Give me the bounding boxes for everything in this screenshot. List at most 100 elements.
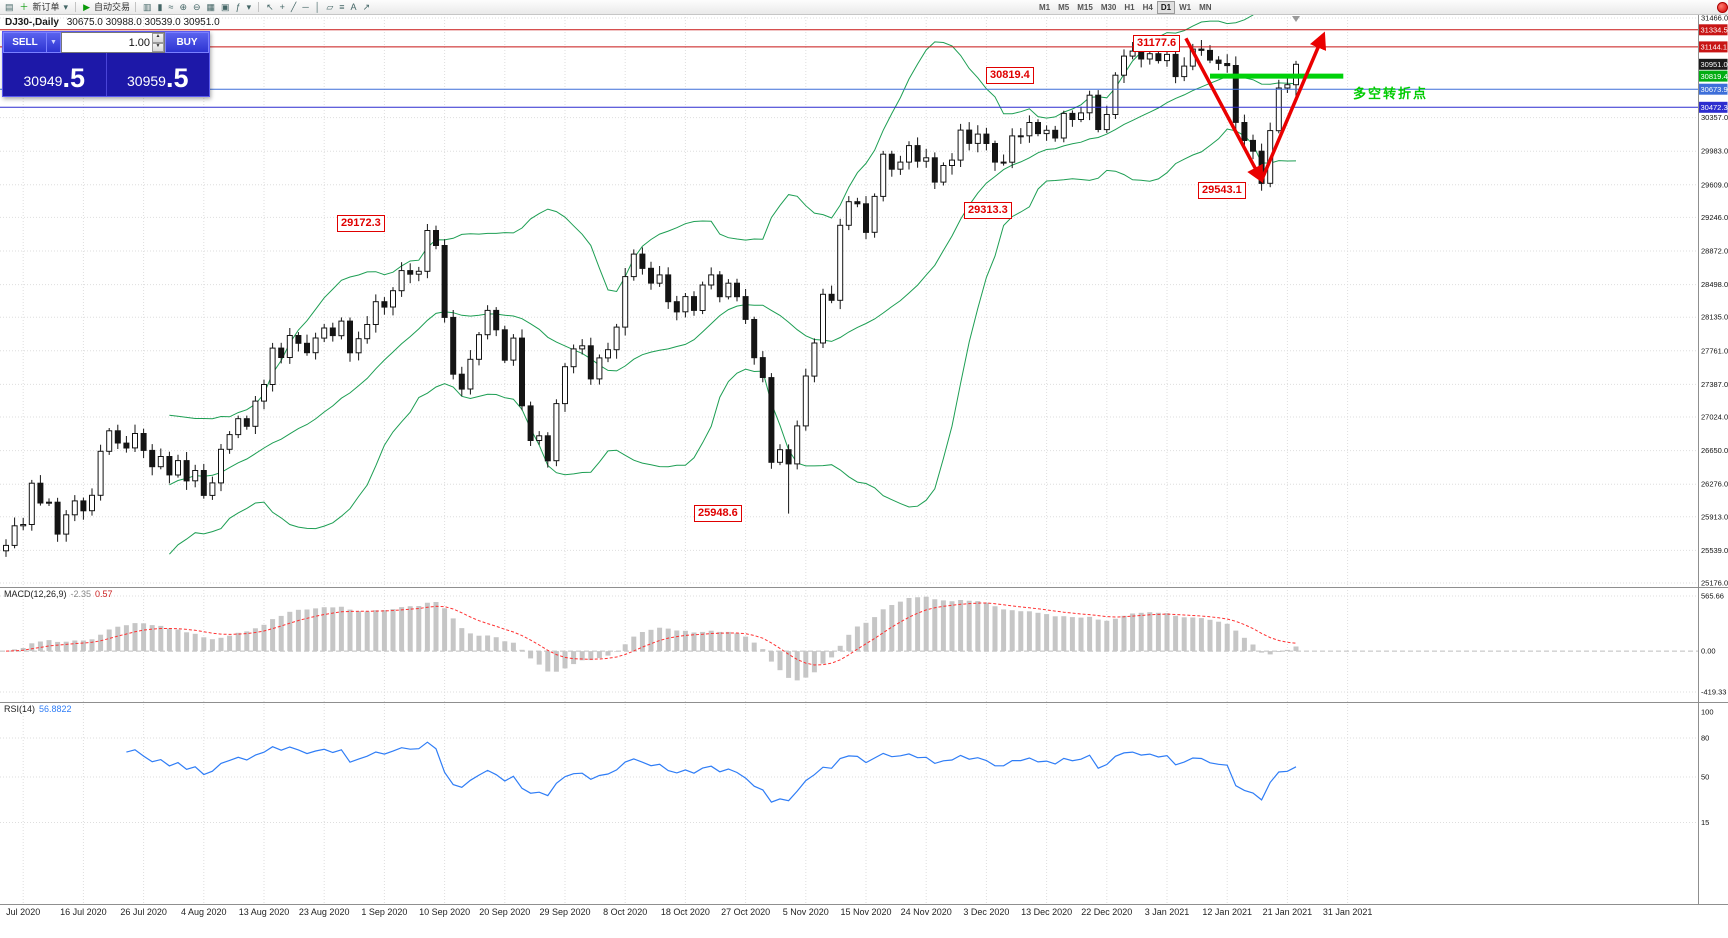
buy-price-display: 30959 .5	[107, 53, 210, 96]
svg-text:31144.1: 31144.1	[1701, 43, 1728, 52]
sell-price-display: 30949 .5	[3, 53, 106, 96]
rsi-name: RSI(14)	[4, 704, 36, 714]
auto-trading-label: 自动交易	[94, 1, 131, 12]
cursor-icon[interactable]: ↖	[266, 1, 274, 12]
sell-options-dropdown[interactable]: ▼	[47, 32, 61, 53]
svg-text:23 Aug 2020: 23 Aug 2020	[299, 907, 350, 917]
svg-text:26650.0: 26650.0	[1701, 446, 1728, 455]
trendline-icon[interactable]: ╱	[290, 1, 297, 12]
svg-text:13 Aug 2020: 13 Aug 2020	[239, 907, 290, 917]
timeframe-d1[interactable]: D1	[1156, 0, 1176, 14]
vertical-line-icon[interactable]: │	[314, 1, 321, 12]
timeframe-m5[interactable]: M5	[1058, 2, 1070, 12]
autotrade-play-icon: ▶	[83, 1, 90, 12]
svg-text:565.66: 565.66	[1701, 592, 1724, 601]
horizontal-line-icon[interactable]: ─	[302, 1, 309, 12]
svg-text:0.00: 0.00	[1701, 647, 1716, 656]
timeframe-m15[interactable]: M15	[1077, 2, 1093, 12]
grid-icon[interactable]: ▦	[206, 1, 216, 12]
price-callout-label[interactable]: 29313.3	[964, 202, 1012, 219]
record-icon[interactable]	[1717, 2, 1728, 13]
price-callout-label[interactable]: 30819.4	[986, 67, 1034, 84]
rsi-value: 56.8822	[39, 704, 72, 714]
rsi-indicator-label: RSI(14) 56.8822	[4, 704, 72, 714]
svg-text:25913.0: 25913.0	[1701, 512, 1728, 521]
svg-text:26 Jul 2020: 26 Jul 2020	[120, 907, 167, 917]
auto-trading-button[interactable]: ▶ 自动交易	[81, 1, 130, 14]
tile-windows-icon[interactable]: ▣	[221, 1, 230, 12]
arrow-icon[interactable]: ↗	[362, 1, 371, 12]
zoom-out-icon[interactable]: ⊖	[192, 1, 201, 12]
svg-text:28135.0: 28135.0	[1701, 313, 1728, 322]
timeframe-w1[interactable]: W1	[1179, 2, 1192, 12]
ohlc-values: 30675.0 30988.0 30539.0 30951.0	[66, 17, 220, 28]
line-chart-icon[interactable]: ≈	[168, 1, 174, 12]
sell-price-main: 30949	[23, 73, 63, 89]
timeframe-h1[interactable]: H1	[1124, 2, 1135, 12]
price-callout-label[interactable]: 29543.1	[1198, 182, 1246, 199]
new-order-plus-icon: ＋	[19, 1, 29, 12]
one-click-trading-panel: SELL ▼ ▲ ▼ BUY 30949 .5 30959 .5	[2, 31, 210, 97]
svg-text:30819.4: 30819.4	[1701, 72, 1728, 81]
buy-price-main: 30959	[127, 73, 166, 89]
svg-text:8 Oct 2020: 8 Oct 2020	[603, 907, 647, 917]
price-divider	[105, 53, 107, 96]
bar-chart-icon[interactable]: ▥	[143, 1, 152, 12]
svg-text:29983.0: 29983.0	[1701, 147, 1728, 156]
macd-main-value: -2.35	[70, 589, 92, 599]
svg-text:24 Nov 2020: 24 Nov 2020	[901, 907, 952, 917]
svg-text:10 Sep 2020: 10 Sep 2020	[419, 907, 470, 917]
svg-text:30951.0: 30951.0	[1701, 60, 1728, 69]
svg-text:30357.0: 30357.0	[1701, 113, 1728, 122]
svg-text:3 Dec 2020: 3 Dec 2020	[963, 907, 1009, 917]
volume-down-button[interactable]: ▼	[152, 42, 164, 52]
timeframe-group: M1 M5 M15 M30 H1 H4 D1 W1 MN	[1035, 0, 1216, 14]
text-icon[interactable]: A	[350, 1, 357, 12]
indicators-dropdown-icon[interactable]: ▾	[246, 1, 252, 12]
new-order-label: 新订单	[32, 1, 60, 12]
price-callout-label[interactable]: 31177.6	[1133, 35, 1181, 52]
price-callout-label[interactable]: 25948.6	[694, 505, 742, 522]
macd-indicator-label: MACD(12,26,9) -2.35 0.57	[4, 589, 113, 599]
turning-point-note[interactable]: 多空转折点	[1353, 86, 1429, 101]
sell-price-big: .5	[62, 63, 85, 93]
svg-text:3 Jan 2021: 3 Jan 2021	[1145, 907, 1190, 917]
volume-input[interactable]	[62, 33, 152, 52]
svg-text:12 Jan 2021: 12 Jan 2021	[1202, 907, 1252, 917]
chart-window-icon[interactable]: ▤	[5, 1, 14, 12]
svg-text:29 Sep 2020: 29 Sep 2020	[539, 907, 590, 917]
candlestick-chart-icon[interactable]: ▮	[157, 1, 163, 12]
svg-text:31466.0: 31466.0	[1701, 14, 1728, 23]
svg-text:16 Jul 2020: 16 Jul 2020	[60, 907, 107, 917]
zoom-in-icon[interactable]: ⊕	[179, 1, 187, 12]
timeframe-m30[interactable]: M30	[1100, 2, 1117, 12]
toolbar-separator	[258, 2, 260, 12]
svg-text:80: 80	[1701, 734, 1709, 743]
price-callout-label[interactable]: 29172.3	[337, 215, 385, 232]
channel-icon[interactable]: ▱	[326, 1, 334, 12]
svg-text:26276.0: 26276.0	[1701, 480, 1728, 489]
timeframe-mn[interactable]: MN	[1199, 2, 1212, 12]
sell-button[interactable]: SELL	[3, 32, 47, 53]
svg-text:22 Dec 2020: 22 Dec 2020	[1081, 907, 1132, 917]
fibonacci-icon[interactable]: ≡	[339, 1, 345, 12]
new-order-button[interactable]: ＋ 新订单 ▾	[18, 1, 71, 14]
macd-signal-value: 0.57	[95, 589, 113, 599]
svg-text:21 Jan 2021: 21 Jan 2021	[1263, 907, 1313, 917]
svg-text:100: 100	[1701, 708, 1714, 717]
toolbar-separator	[75, 2, 77, 12]
indicators-icon[interactable]: ƒ	[235, 1, 241, 12]
timeframe-h4[interactable]: H4	[1142, 2, 1153, 12]
buy-button[interactable]: BUY	[165, 32, 209, 53]
new-order-dropdown-icon[interactable]: ▾	[63, 1, 69, 12]
crosshair-icon[interactable]: +	[279, 1, 285, 12]
timeframe-m1[interactable]: M1	[1039, 2, 1051, 12]
svg-text:27761.0: 27761.0	[1701, 346, 1728, 355]
volume-up-button[interactable]: ▲	[152, 33, 164, 43]
svg-text:28872.0: 28872.0	[1701, 247, 1728, 256]
svg-text:18 Oct 2020: 18 Oct 2020	[661, 907, 710, 917]
svg-text:5 Nov 2020: 5 Nov 2020	[783, 907, 829, 917]
